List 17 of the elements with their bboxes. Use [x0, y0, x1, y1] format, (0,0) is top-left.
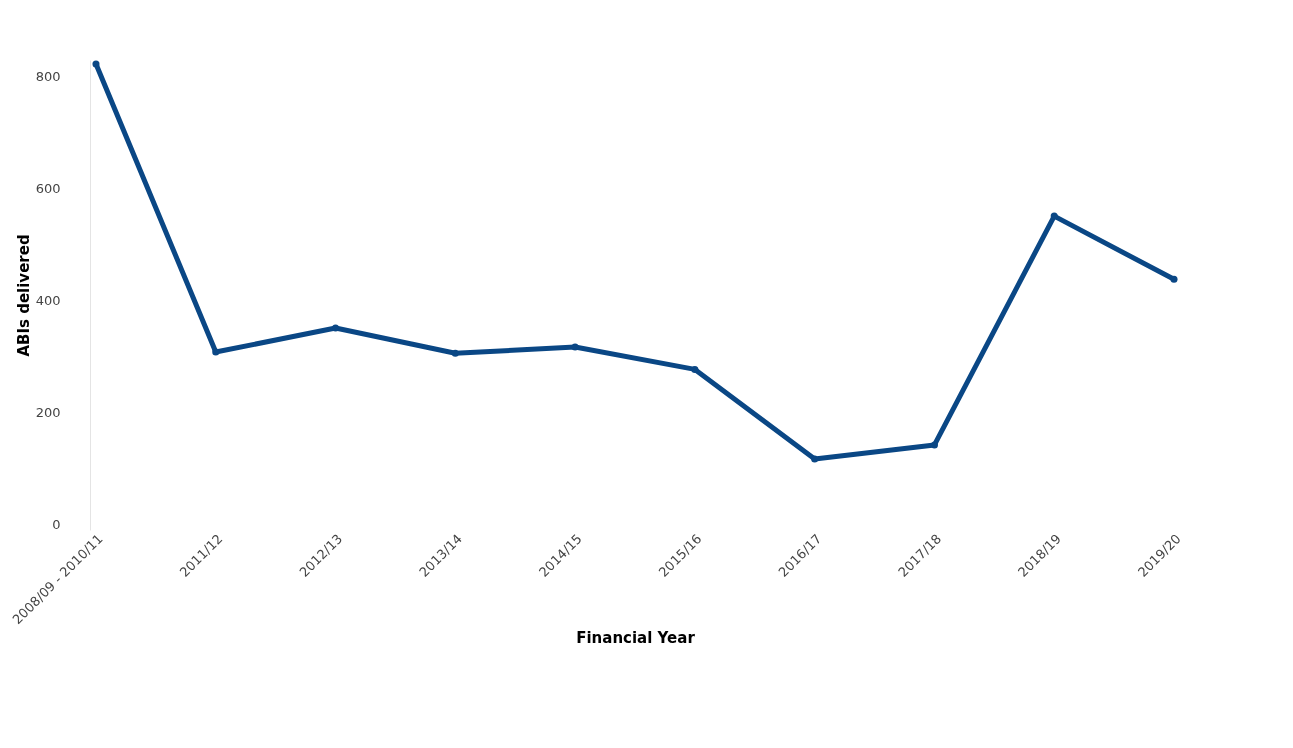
- point: [332, 324, 340, 332]
- y-tick-label: 200: [35, 405, 61, 420]
- point: [92, 60, 100, 68]
- y-tick-label: 600: [35, 181, 61, 197]
- point: [451, 349, 459, 357]
- y-tick-label: 0: [52, 516, 61, 532]
- point: [212, 348, 220, 356]
- y-tick-label: 400: [35, 293, 61, 309]
- point: [930, 441, 938, 449]
- y-tick-label: 800: [35, 69, 61, 85]
- point: [1050, 212, 1058, 220]
- point: [811, 455, 819, 463]
- point: [1170, 275, 1178, 283]
- point: [571, 343, 579, 351]
- x-axis-title: Financial Year: [576, 629, 696, 648]
- point: [691, 365, 699, 373]
- y-axis-title: ABIs delivered: [14, 234, 33, 357]
